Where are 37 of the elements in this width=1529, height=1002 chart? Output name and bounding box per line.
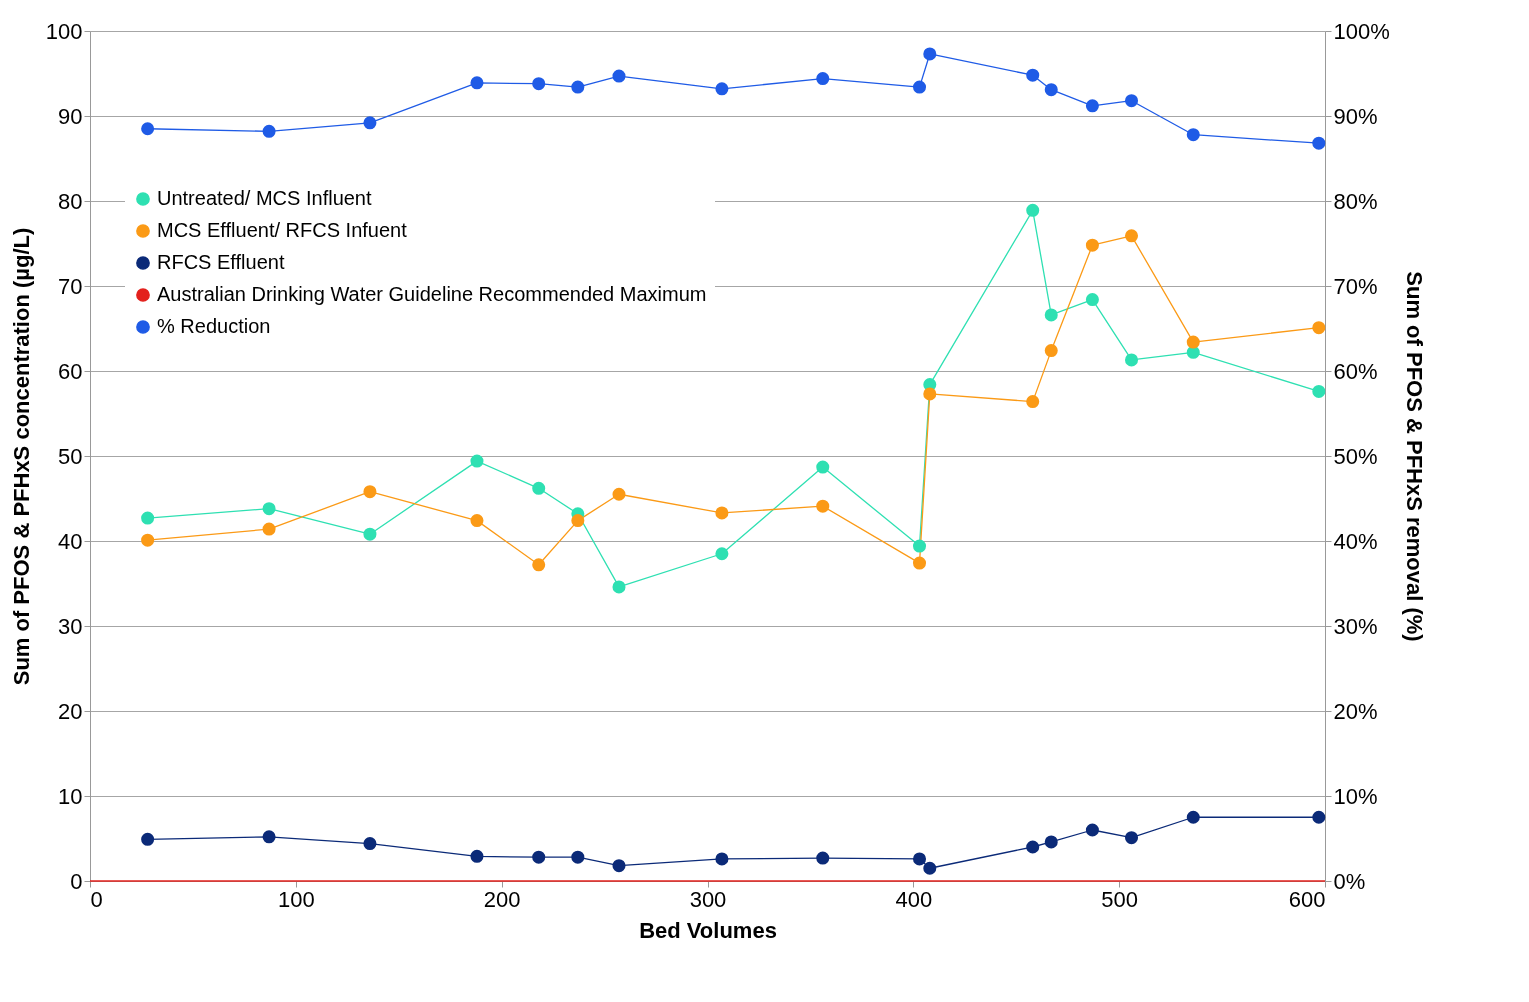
y2-tick-label: 80% xyxy=(1333,188,1378,214)
y-tick-label: 100 xyxy=(45,18,83,44)
y2-tick-label: 40% xyxy=(1333,528,1378,554)
y-tick-label: 30 xyxy=(58,613,83,639)
x-tick-label: 400 xyxy=(895,886,933,912)
y-axis-title: Sum of PFOS & PFHxS concentration (µg/L) xyxy=(8,227,34,686)
legend-label: RFCS Effluent xyxy=(157,251,285,273)
y-tick-label: 0 xyxy=(70,868,83,894)
y2-tick-label: 70% xyxy=(1333,273,1378,299)
y-tick-label: 90 xyxy=(58,103,83,129)
y-tick-label: 20 xyxy=(58,698,83,724)
legend-label: Untreated/ MCS Influent xyxy=(157,187,372,209)
y2-axis-title: Sum of PFOS & PFHxS removal (%) xyxy=(1401,271,1427,642)
x-tick-label: 600 xyxy=(1288,886,1326,912)
legend-label: MCS Effluent/ RFCS Infuent xyxy=(157,219,408,241)
x-axis-title: Bed Volumes xyxy=(639,917,777,943)
y2-tick-label: 20% xyxy=(1333,698,1378,724)
y2-tick-label: 100% xyxy=(1333,18,1390,44)
x-tick-label: 200 xyxy=(483,886,521,912)
x-tick-label: 0 xyxy=(90,886,103,912)
y-tick-label: 10 xyxy=(58,783,83,809)
y2-tick-label: 10% xyxy=(1333,783,1378,809)
y2-tick-label: 50% xyxy=(1333,443,1378,469)
y2-tick-label: 90% xyxy=(1333,103,1378,129)
x-tick-label: 300 xyxy=(689,886,727,912)
x-tick-label: 100 xyxy=(277,886,315,912)
y2-tick-label: 0% xyxy=(1333,868,1366,894)
y-tick-label: 70 xyxy=(58,273,83,299)
y-tick-label: 80 xyxy=(58,188,83,214)
legend-label: % Reduction xyxy=(157,315,271,337)
x-tick-label: 500 xyxy=(1101,886,1139,912)
y-tick-label: 50 xyxy=(58,443,83,469)
legend-label: Australian Drinking Water Guideline Recommended Maximum xyxy=(157,283,707,305)
y2-tick-label: 60% xyxy=(1333,358,1378,384)
y-tick-label: 60 xyxy=(58,358,83,384)
y-tick-label: 40 xyxy=(58,528,83,554)
y2-tick-label: 30% xyxy=(1333,613,1378,639)
